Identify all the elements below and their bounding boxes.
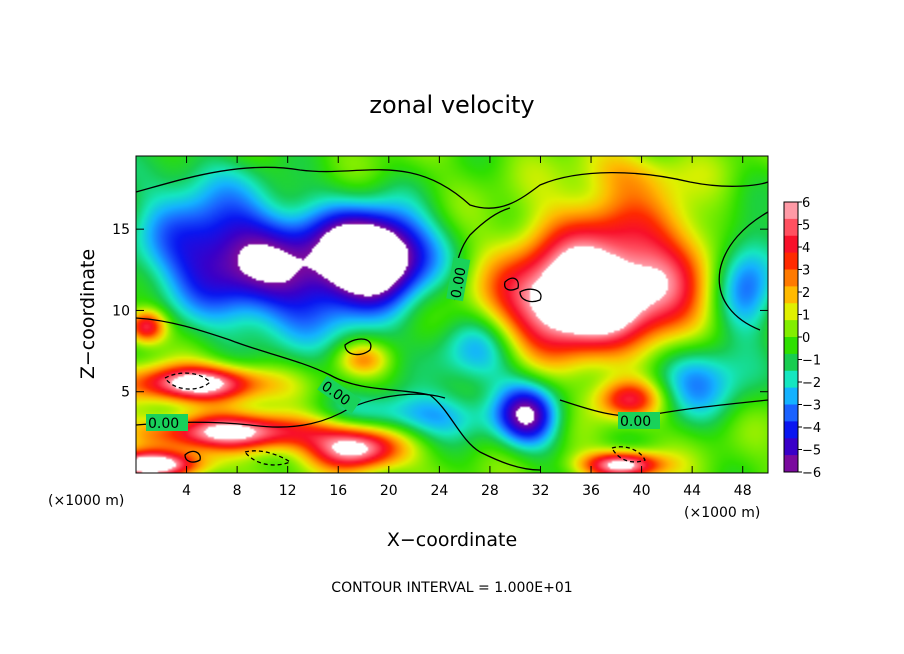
x-tick-label: 40 [633,483,651,499]
colorbar-label: −3 [802,399,821,414]
contour-label: 0.00 [448,266,469,299]
colorbar-swatch [784,370,798,389]
colorbar-swatch [784,337,798,355]
x-tick-label: 24 [430,483,448,499]
x-tick-label: 8 [233,483,242,499]
colorbar-label: −4 [802,421,821,436]
closed-contour-b [519,288,542,303]
zero-contour-east [718,211,769,331]
colorbar-swatch [784,320,798,338]
neg-contour-c [611,446,646,463]
contour-interval-note: CONTOUR INTERVAL = 1.000E+01 [331,580,572,596]
colorbar-label: 3 [802,264,810,279]
x-tick-label: 12 [279,483,297,499]
colorbar-label: 5 [802,219,810,234]
colorbar-swatch [784,303,798,321]
contour-label: 0.00 [148,416,179,432]
colorbar-swatch [784,438,798,456]
x-tick-label: 4 [182,483,191,499]
x-unit-left: (×1000 m) [48,493,124,509]
heatmap-plot-area: 0.00 0.00 0.00 0.00 [135,155,769,474]
chart-title: zonal velocity [369,91,534,119]
x-tick-label: 28 [481,483,499,499]
colorbar: 6 5 4 3 2 1 0 −1 −2 −3 −4 −5 −6 [783,196,821,481]
x-tick-label: 44 [683,483,701,499]
colorbar-swatch [784,286,798,304]
colorbar-label: 6 [802,196,810,211]
closed-contour-a [504,277,519,291]
x-tick-label: 48 [734,483,752,499]
plot-frame [135,155,769,474]
colorbar-swatch [784,269,798,287]
colorbar-label: −2 [802,376,821,391]
colorbar-swatch [784,218,798,237]
x-tick-label: 20 [380,483,398,499]
colorbar-label: −6 [802,466,821,481]
colorbar-swatch [784,353,798,372]
colorbar-swatch [784,387,798,405]
y-axis-label: Z−coordinate [77,249,99,379]
y-tick-label: 5 [121,385,130,401]
x-axis-label: X−coordinate [387,529,517,551]
zero-contour-jet [135,317,541,471]
colorbar-label: 2 [802,286,810,301]
colorbar-label: −1 [802,354,821,369]
colorbar-label: 0 [802,331,810,346]
y-tick-label: 10 [112,303,130,319]
y-tick-label: 15 [112,222,130,238]
colorbar-swatch [784,421,798,439]
x-axis: 4 8 12 16 20 24 28 32 36 40 44 48 [182,156,752,499]
contour-label: 0.00 [620,414,651,430]
x-tick-label: 16 [329,483,347,499]
closed-contour-d [184,450,201,463]
colorbar-swatch [784,252,798,270]
colorbar-swatch [784,235,798,254]
neg-contour-b [243,450,292,466]
colorbar-label: −5 [802,444,821,459]
colorbar-swatch [784,404,798,422]
heatmap-field [136,156,768,473]
neg-contour-a [164,372,211,390]
x-unit-right: (×1000 m) [684,505,760,521]
colorbar-swatch [784,455,798,473]
colorbar-label: 4 [802,241,810,256]
y-axis: 5 10 15 [112,222,768,401]
x-tick-label: 32 [532,483,550,499]
colorbar-label: 1 [802,309,810,324]
x-tick-label: 36 [582,483,600,499]
colorbar-swatch [784,202,798,220]
zero-contour-upper [135,166,769,209]
closed-contour-c [344,338,372,356]
